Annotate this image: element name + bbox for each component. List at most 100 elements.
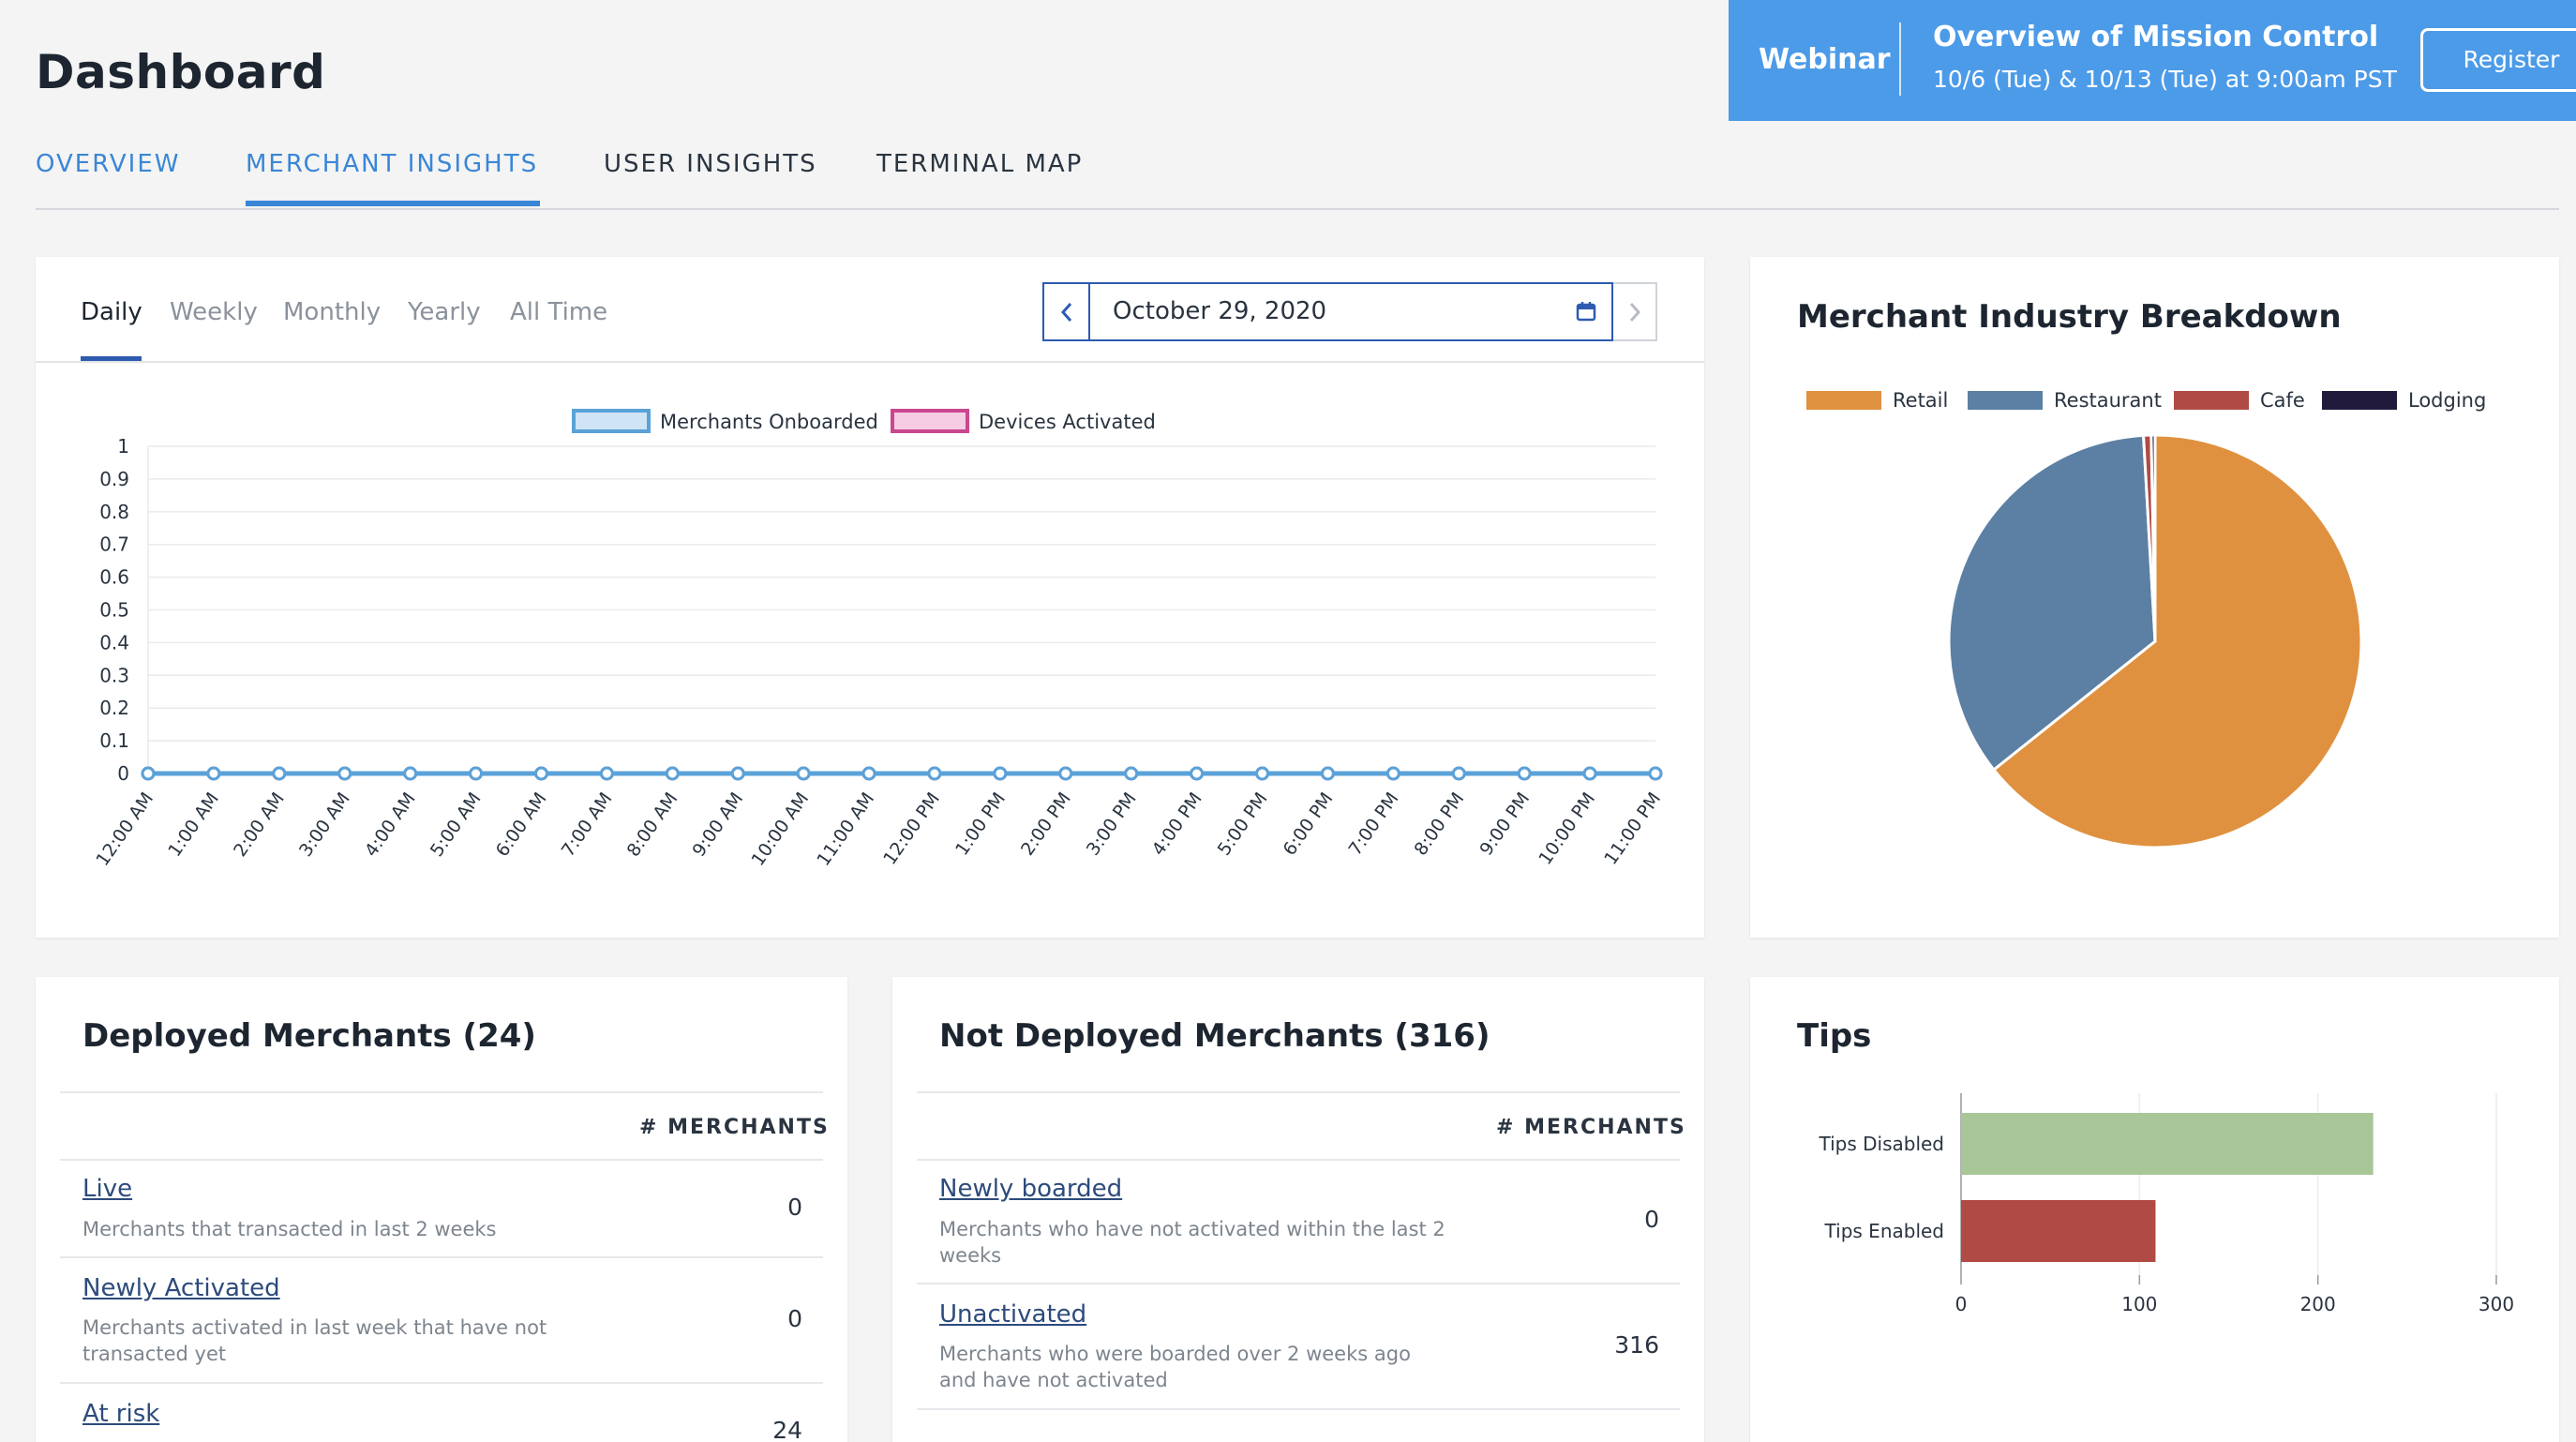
- data-point: [141, 766, 156, 781]
- chart-header-divider: [36, 361, 1704, 363]
- legend-label: Restaurant: [2054, 389, 2162, 412]
- pie-slice-restaurant: [1947, 433, 2157, 773]
- column-header-merchants: # MERCHANTS: [1496, 1116, 1686, 1139]
- x-tick-label: 11:00 AM: [813, 789, 878, 869]
- data-point: [469, 766, 484, 781]
- x-tick-label: 1:00 PM: [951, 789, 1010, 859]
- register-button[interactable]: Register: [2420, 28, 2576, 92]
- legend-label: Devices Activated: [979, 411, 1156, 433]
- data-point: [1385, 766, 1400, 781]
- legend-swatch: [1806, 391, 1881, 410]
- x-tick-label: 9:00 PM: [1475, 789, 1534, 859]
- tips-title: Tips: [1797, 1017, 1872, 1055]
- table-divider: [60, 1256, 823, 1258]
- legend-label: Merchants Onboarded: [660, 411, 878, 433]
- y-tick-label: 0.8: [99, 501, 129, 523]
- y-tick-label: 1: [117, 435, 129, 458]
- x-tick-label: 11:00 PM: [1600, 789, 1665, 868]
- legend-swatch: [572, 409, 651, 433]
- data-point: [861, 766, 876, 781]
- data-point: [1517, 766, 1532, 781]
- row-link-live[interactable]: Live: [82, 1175, 133, 1203]
- data-point: [403, 766, 418, 781]
- row-value: 316: [1614, 1331, 1659, 1359]
- tab-merchant-insights[interactable]: MERCHANT INSIGHTS: [246, 150, 539, 178]
- y-tick-label: 0.4: [99, 631, 129, 653]
- banner-divider: [1899, 23, 1901, 96]
- table-divider: [60, 1159, 823, 1161]
- industry-pie-chart: Retail Restaurant Cafe Lodging: [1806, 389, 2486, 849]
- legend-label: Retail: [1893, 389, 1948, 412]
- data-point: [796, 766, 811, 781]
- webinar-banner: Webinar Overview of Mission Control 10/6…: [1729, 0, 2576, 121]
- data-point: [1058, 766, 1073, 781]
- x-tick-label: 6:00 PM: [1280, 789, 1338, 859]
- deployed-merchants-title: Deployed Merchants (24): [82, 1017, 536, 1055]
- y-category-label: Tips Disabled: [1818, 1133, 1944, 1155]
- period-monthly[interactable]: Monthly: [283, 298, 382, 326]
- row-link-unactivated[interactable]: Unactivated: [939, 1300, 1087, 1329]
- period-yearly[interactable]: Yearly: [408, 298, 481, 326]
- y-tick-label: 0.1: [99, 729, 129, 752]
- date-picker-field[interactable]: October 29, 2020: [1088, 282, 1613, 341]
- x-tick-label: 4:00 AM: [361, 789, 420, 861]
- x-tick-label: 10:00 PM: [1535, 789, 1599, 868]
- row-link-newly-activated[interactable]: Newly Activated: [82, 1274, 280, 1302]
- x-tick-label: 2:00 AM: [230, 789, 289, 861]
- x-tick-label: 5:00 AM: [427, 789, 486, 861]
- not-deployed-merchants-title: Not Deployed Merchants (316): [939, 1017, 1490, 1055]
- chevron-right-icon: [1629, 302, 1640, 322]
- table-divider: [60, 1382, 823, 1384]
- row-value: 0: [787, 1194, 802, 1221]
- tab-terminal-map[interactable]: TERMINAL MAP: [876, 150, 1084, 178]
- data-point: [1582, 766, 1597, 781]
- pie-slice-retail: [1991, 433, 2363, 849]
- bar-tips-enabled: [1961, 1200, 2156, 1262]
- legend-swatch: [891, 409, 969, 433]
- tab-user-insights[interactable]: USER INSIGHTS: [604, 150, 817, 178]
- table-divider: [917, 1283, 1680, 1284]
- period-daily[interactable]: Daily: [81, 298, 142, 326]
- y-tick-label: 0.7: [99, 533, 129, 556]
- x-tick-label: 2:00 PM: [1017, 789, 1075, 859]
- y-tick-label: 0.6: [99, 566, 129, 589]
- table-divider: [60, 1091, 823, 1093]
- calendar-icon[interactable]: [1576, 301, 1596, 322]
- x-tick-label: 12:00 AM: [92, 789, 157, 869]
- period-active-indicator: [81, 356, 142, 362]
- table-divider: [917, 1091, 1680, 1093]
- row-value: 0: [787, 1305, 802, 1332]
- data-point: [337, 766, 352, 781]
- row-link-newly-boarded[interactable]: Newly boarded: [939, 1175, 1123, 1203]
- banner-label: Webinar: [1759, 43, 1891, 76]
- not-deployed-merchants-card: [892, 977, 1704, 1442]
- banner-title: Overview of Mission Control: [1933, 21, 2379, 53]
- row-value: 0: [1644, 1206, 1659, 1233]
- active-tab-indicator: [246, 201, 540, 206]
- data-point: [1124, 766, 1139, 781]
- x-tick-label: 7:00 PM: [1345, 789, 1403, 859]
- x-tick-label: 3:00 AM: [295, 789, 354, 861]
- table-divider: [917, 1408, 1680, 1410]
- tab-overview[interactable]: OVERVIEW: [36, 150, 181, 178]
- row-value: 24: [772, 1417, 802, 1442]
- y-tick-label: 0.3: [99, 664, 129, 686]
- x-tick-label: 9:00 AM: [688, 789, 747, 861]
- data-point: [1320, 766, 1335, 781]
- deployed-merchants-card: [36, 977, 847, 1442]
- y-tick-label: 0.2: [99, 697, 129, 719]
- period-all-time[interactable]: All Time: [510, 298, 608, 326]
- x-tick-label: 6:00 AM: [492, 789, 551, 861]
- data-point: [730, 766, 745, 781]
- x-tick-label: 200: [2300, 1293, 2336, 1315]
- row-link-at-risk[interactable]: At risk: [82, 1400, 160, 1428]
- industry-breakdown-title: Merchant Industry Breakdown: [1797, 298, 2342, 336]
- period-weekly[interactable]: Weekly: [170, 298, 258, 326]
- data-point: [1190, 766, 1205, 781]
- x-tick-label: 12:00 PM: [879, 789, 944, 868]
- y-tick-label: 0.5: [99, 599, 129, 622]
- row-desc: Merchants activated in last week that ha…: [82, 1316, 547, 1365]
- data-point: [272, 766, 287, 781]
- x-tick-label: 100: [2121, 1293, 2157, 1315]
- date-next-button[interactable]: [1613, 282, 1657, 341]
